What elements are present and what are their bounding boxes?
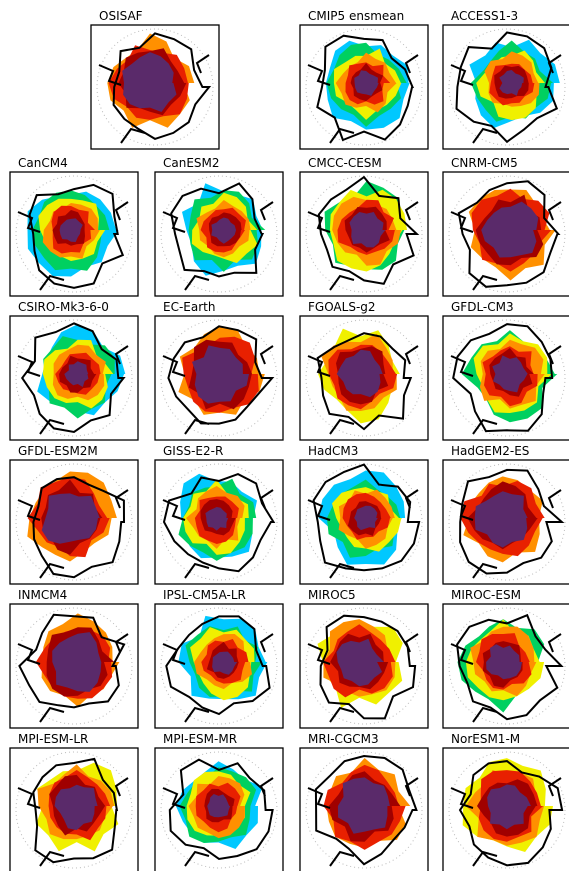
map-panel: CanESM2 [155, 156, 283, 296]
map-panel: MIROC-ESM [443, 588, 569, 728]
panel-title: CanESM2 [163, 156, 220, 170]
map-panel: CSIRO-Mk3-6-0 [10, 300, 138, 440]
panel-title: IPSL-CM5A-LR [163, 588, 246, 602]
panel-title: CMIP5 ensmean [308, 9, 404, 23]
map-panel: GISS-E2-R [155, 444, 283, 584]
map-panel: GFDL-ESM2M [10, 444, 138, 584]
panel-title: MPI-ESM-MR [163, 732, 237, 746]
panel-title: MIROC-ESM [451, 588, 521, 602]
map-panel: HadCM3 [300, 444, 428, 584]
map-panel: MPI-ESM-LR [10, 732, 138, 871]
map-panel: NorESM1-M [443, 732, 569, 871]
panel-title: MIROC5 [308, 588, 356, 602]
panel-title: CNRM-CM5 [451, 156, 518, 170]
map-panel: GFDL-CM3 [443, 300, 569, 440]
panel-title: GFDL-CM3 [451, 300, 514, 314]
map-panel: CanCM4 [10, 156, 138, 296]
map-panel: MRI-CGCM3 [300, 732, 428, 871]
map-panel: MIROC5 [300, 588, 428, 728]
map-panel: CMIP5 ensmean [300, 9, 428, 149]
map-panel: FGOALS-g2 [300, 300, 428, 440]
map-panel: MPI-ESM-MR [155, 732, 283, 871]
map-panel: CNRM-CM5 [443, 156, 569, 296]
map-panel: EC-Earth [155, 300, 283, 440]
panel-title: NorESM1-M [451, 732, 520, 746]
map-panel: INMCM4 [10, 588, 138, 728]
map-panel: HadGEM2-ES [443, 444, 569, 584]
map-panel: IPSL-CM5A-LR [155, 588, 283, 728]
panel-title: MRI-CGCM3 [308, 732, 379, 746]
panel-title: HadCM3 [308, 444, 358, 458]
panel-title: CanCM4 [18, 156, 68, 170]
panel-title: ACCESS1-3 [451, 9, 518, 23]
figure: OSISAF CMIP5 ensmean ACCESS1-3 CanCM4 CanESM… [0, 0, 569, 871]
panel-title: GISS-E2-R [163, 444, 223, 458]
panel-title: OSISAF [99, 9, 143, 23]
panel-title: GFDL-ESM2M [18, 444, 98, 458]
panel-title: CMCC-CESM [308, 156, 382, 170]
panel-title: CSIRO-Mk3-6-0 [18, 300, 109, 314]
map-panel: CMCC-CESM [300, 156, 428, 296]
map-panel: ACCESS1-3 [443, 9, 569, 149]
panel-title: EC-Earth [163, 300, 215, 314]
panel-title: INMCM4 [18, 588, 67, 602]
panel-title: HadGEM2-ES [451, 444, 529, 458]
panel-title: FGOALS-g2 [308, 300, 376, 314]
ice-contour [354, 506, 378, 530]
panel-title: MPI-ESM-LR [18, 732, 88, 746]
map-panel: OSISAF [91, 9, 219, 149]
